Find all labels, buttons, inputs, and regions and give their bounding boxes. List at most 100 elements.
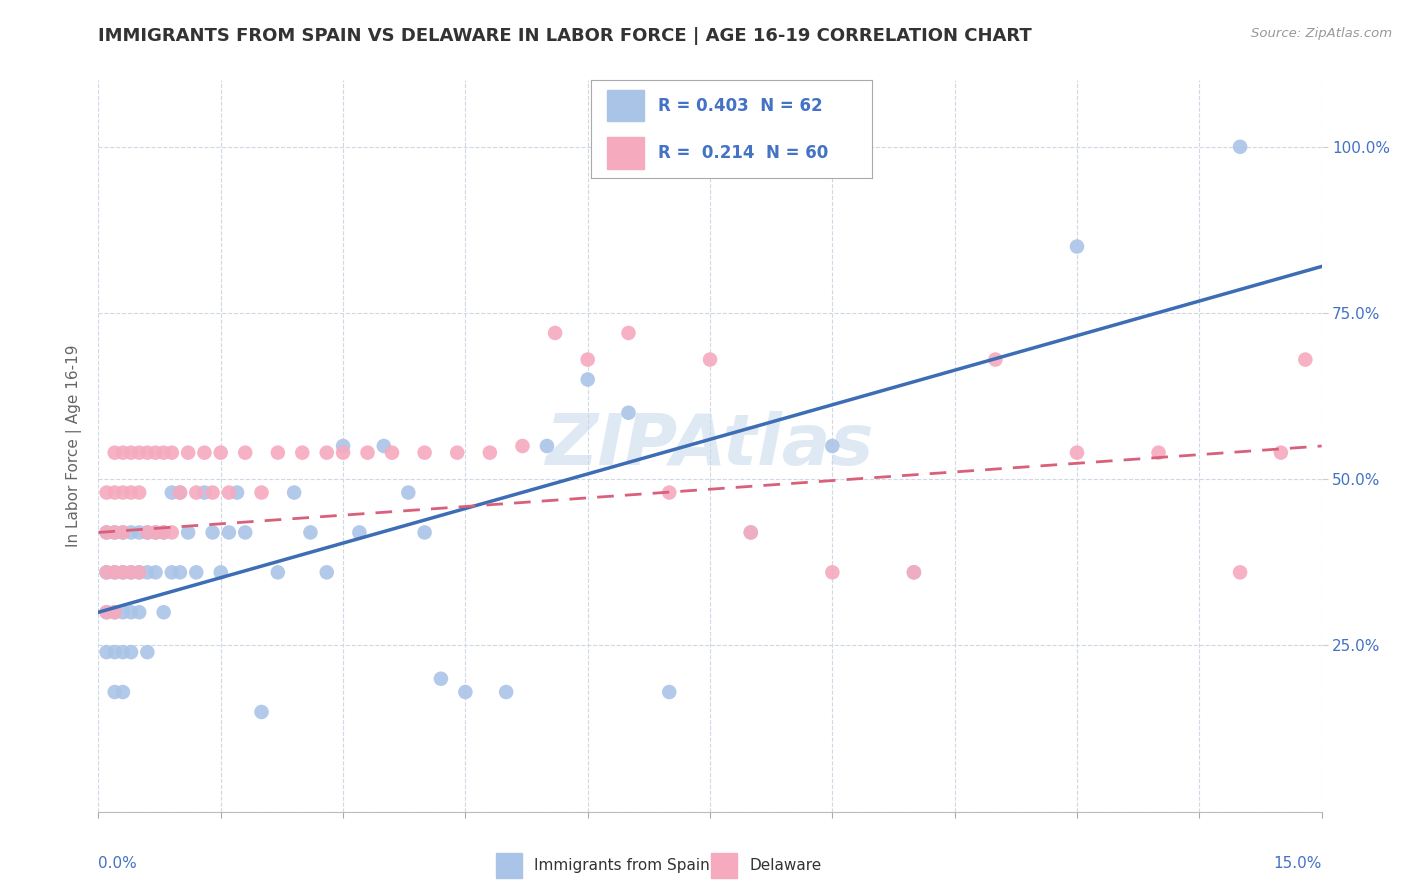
Point — [96, 566, 118, 580]
Bar — [607, 137, 644, 169]
Point — [478, 445, 501, 459]
Point — [984, 352, 1007, 367]
Point — [267, 445, 290, 459]
Point — [617, 326, 640, 340]
Point — [104, 605, 127, 619]
Point — [186, 566, 208, 580]
Point — [903, 566, 925, 580]
Point — [536, 439, 558, 453]
Point — [128, 445, 150, 459]
Text: Immigrants from Spain: Immigrants from Spain — [534, 858, 710, 872]
Bar — [711, 853, 737, 878]
Point — [209, 445, 232, 459]
Point — [160, 525, 183, 540]
Point — [120, 485, 142, 500]
Point — [120, 445, 142, 459]
Point — [903, 566, 925, 580]
Point — [160, 566, 183, 580]
Point — [250, 485, 273, 500]
Point — [104, 605, 127, 619]
Point — [111, 525, 134, 540]
Point — [1066, 445, 1088, 459]
Point — [128, 605, 150, 619]
Point — [120, 645, 142, 659]
Point — [315, 445, 337, 459]
Point — [299, 525, 322, 540]
Point — [136, 445, 159, 459]
Point — [96, 525, 118, 540]
Point — [120, 566, 142, 580]
Point — [145, 525, 167, 540]
Point — [120, 605, 142, 619]
Point — [576, 372, 599, 386]
Point — [111, 605, 134, 619]
Point — [96, 605, 118, 619]
Point — [111, 566, 134, 580]
Point — [512, 439, 534, 453]
Point — [821, 439, 844, 453]
Point — [111, 566, 134, 580]
Point — [111, 445, 134, 459]
Point — [104, 685, 127, 699]
Point — [111, 645, 134, 659]
Point — [136, 525, 159, 540]
Point — [430, 672, 453, 686]
Point — [186, 485, 208, 500]
Point — [136, 645, 159, 659]
Point — [283, 485, 305, 500]
Point — [96, 566, 118, 580]
Text: R =  0.214  N = 60: R = 0.214 N = 60 — [658, 144, 828, 161]
Point — [201, 525, 224, 540]
Point — [1066, 239, 1088, 253]
Point — [821, 566, 844, 580]
Point — [201, 485, 224, 500]
Point — [332, 445, 354, 459]
Bar — [496, 853, 522, 878]
Point — [169, 485, 191, 500]
Point — [544, 326, 567, 340]
Point — [120, 566, 142, 580]
Point — [104, 645, 127, 659]
Point — [658, 685, 681, 699]
Point — [454, 685, 477, 699]
Point — [111, 485, 134, 500]
Point — [104, 445, 127, 459]
Point — [136, 525, 159, 540]
Point — [169, 485, 191, 500]
Point — [1229, 140, 1251, 154]
Point — [446, 445, 468, 459]
Text: R = 0.403  N = 62: R = 0.403 N = 62 — [658, 97, 823, 115]
Point — [96, 645, 118, 659]
Point — [145, 525, 167, 540]
Point — [177, 445, 200, 459]
Point — [1147, 445, 1170, 459]
Point — [740, 525, 762, 540]
Point — [96, 525, 118, 540]
Point — [104, 566, 127, 580]
Point — [111, 685, 134, 699]
Point — [120, 525, 142, 540]
Point — [145, 566, 167, 580]
Text: Delaware: Delaware — [749, 858, 821, 872]
Point — [177, 525, 200, 540]
Point — [128, 525, 150, 540]
Point — [1270, 445, 1292, 459]
Point — [332, 439, 354, 453]
Point — [104, 485, 127, 500]
Point — [495, 685, 517, 699]
Point — [193, 485, 215, 500]
Point — [373, 439, 395, 453]
Point — [104, 525, 127, 540]
Point — [160, 485, 183, 500]
Point — [740, 525, 762, 540]
Point — [96, 485, 118, 500]
Point — [250, 705, 273, 719]
Point — [218, 525, 240, 540]
Point — [193, 445, 215, 459]
Point — [152, 445, 174, 459]
Point — [145, 445, 167, 459]
Point — [349, 525, 371, 540]
Point — [617, 406, 640, 420]
Point — [356, 445, 378, 459]
Point — [291, 445, 314, 459]
